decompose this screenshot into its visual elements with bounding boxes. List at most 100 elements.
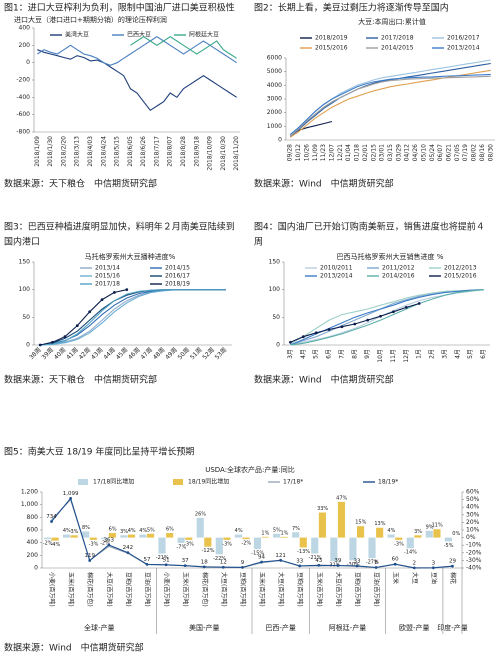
x-tick-label: 04/12 [404, 144, 411, 161]
y-tick-label: 30% [466, 511, 480, 518]
data-label: 15% [355, 520, 366, 526]
data-label: -2% [100, 541, 110, 547]
point [314, 331, 318, 335]
data-label: 51 [163, 557, 170, 563]
y-tick-label: 100 [19, 286, 31, 293]
bar [51, 537, 59, 541]
data-label: 33 [296, 558, 303, 564]
y-tick-label: 200 [19, 42, 31, 49]
bar [242, 537, 250, 540]
x-tick-label: 4月 [300, 349, 307, 359]
data-label: -5% [444, 543, 454, 549]
x-tick-label: 2018/7/17 [153, 136, 160, 167]
point [100, 298, 104, 302]
data-label: 1,099 [63, 491, 79, 497]
point [336, 564, 340, 567]
x-tick-label: 小麦(百万吨) [163, 572, 171, 607]
figure-caption: 国内港口 [4, 236, 40, 248]
series-line [289, 62, 491, 138]
x-tick-label: 11/23 [320, 144, 327, 161]
data-label: 60 [392, 557, 399, 563]
legend-label: 17/18* [283, 479, 303, 486]
y-tick-label: -200 [16, 77, 30, 84]
data-label: 9% [426, 524, 434, 530]
series-line [51, 497, 453, 569]
x-tick-label: 豆油 [430, 572, 438, 584]
x-tick-label: 2018/11/20 [233, 136, 240, 171]
data-label: 37 [182, 558, 189, 564]
source: 数据来源：Wind 中信期货研究部 [254, 178, 394, 190]
x-tick-label: 2018/6/26 [140, 136, 147, 167]
data-label: 39 [334, 558, 341, 564]
x-tick-label: 05/10 [420, 144, 427, 161]
bar [89, 537, 97, 540]
x-tick-label: 04/26 [412, 144, 419, 161]
data-label: -2% [43, 541, 53, 547]
x-tick-label: 大豆(百万吨) [277, 572, 285, 607]
x-tick-label: 棉花 [449, 572, 457, 584]
data-label: 121 [275, 553, 286, 559]
point [355, 564, 359, 568]
point [126, 551, 130, 555]
data-label: -27% [366, 560, 379, 566]
group-label: 巴西-产量 [265, 623, 296, 632]
x-tick-label: 2018/9/18 [193, 136, 200, 167]
bar [292, 532, 300, 538]
point [298, 564, 302, 568]
x-tick-label: 2月 [429, 349, 436, 359]
legend-label: 2017/18 [95, 281, 120, 288]
x-tick-label: 07/05 [454, 144, 461, 161]
legend-swatch [78, 479, 88, 485]
x-tick-label: 豆油(百万吨) [144, 572, 152, 607]
legend-label: 17/18同比增加 [93, 478, 134, 486]
y-tick-label: 60% [466, 489, 480, 496]
point [393, 562, 397, 566]
x-tick-label: 大豆 [411, 572, 419, 584]
y-tick-label: 40% [466, 504, 480, 511]
series-line [290, 289, 484, 346]
bar [43, 537, 52, 540]
bar [147, 533, 155, 538]
y-tick-label: 2000 [267, 109, 282, 116]
x-tick-label: 3月 [441, 349, 448, 359]
legend-label: 2015/2016 [315, 45, 348, 52]
x-tick-label: 2018/10/09 [207, 136, 214, 171]
y-tick-label: 800 [27, 514, 39, 521]
bar [330, 537, 338, 562]
y-tick-label: 10% [466, 527, 480, 534]
data-label: 4% [128, 528, 136, 534]
bar [108, 533, 116, 538]
x-tick-label: 2018/1/09 [34, 136, 41, 167]
point [327, 328, 331, 331]
data-label: -7% [176, 544, 186, 550]
x-tick-label: 1月 [416, 349, 423, 359]
group-label: 全球-产量 [84, 623, 115, 632]
point [417, 302, 421, 305]
y-tick-label: -10% [466, 542, 482, 549]
y-tick-label: 4000 [267, 82, 282, 89]
bar [387, 534, 395, 538]
data-label: 242 [123, 545, 134, 551]
y-tick-label: 50 [22, 314, 30, 321]
x-tick-label: 大豆(百万吨) [105, 572, 113, 607]
data-label: 3% [414, 529, 422, 535]
y-tick-label: 5000 [267, 68, 282, 75]
x-tick-label: 12/07 [328, 144, 335, 161]
y-tick-label: 1,000 [21, 501, 38, 508]
bar [70, 535, 78, 538]
point [392, 310, 395, 314]
y-tick-label: -400 [16, 94, 30, 101]
bar [166, 533, 174, 538]
x-tick-label: 10/26 [303, 144, 310, 161]
y-tick-label: 1,200 [21, 489, 38, 496]
data-label: -3% [394, 541, 404, 547]
bar [101, 537, 109, 540]
y-tick-label: -40% [466, 565, 482, 572]
data-label: 29 [449, 559, 456, 565]
y-tick-label: 0 [26, 342, 30, 349]
data-label: 3% [70, 529, 78, 535]
y-tick-label: -800 [16, 129, 30, 136]
bar [215, 537, 223, 555]
chart-title: USDA:全球农产品:产量:同比 [205, 465, 295, 474]
